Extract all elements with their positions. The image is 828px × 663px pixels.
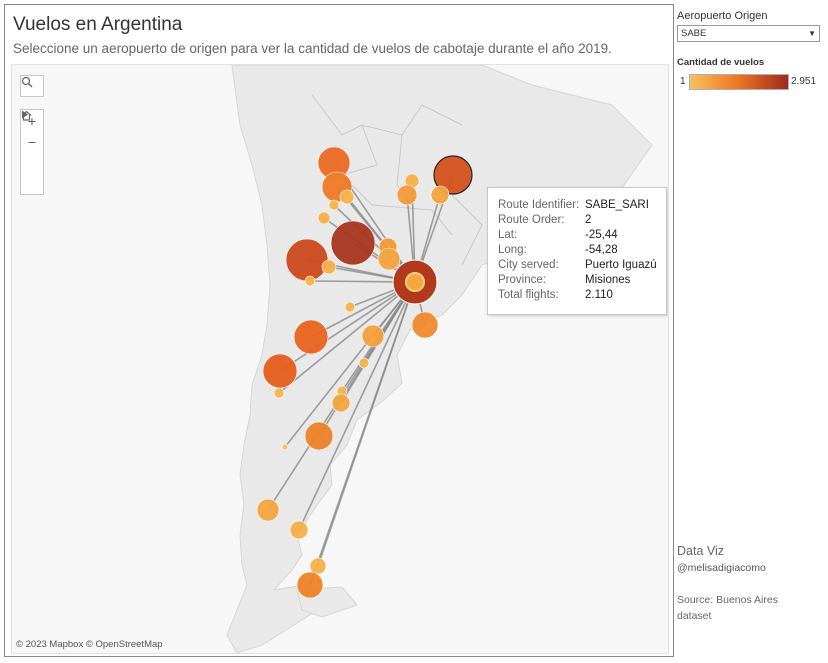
search-icon[interactable] bbox=[20, 75, 44, 97]
airport-marker[interactable] bbox=[296, 571, 324, 599]
tooltip-value: 2 bbox=[585, 214, 592, 226]
airport-marker[interactable] bbox=[330, 220, 376, 266]
tooltip-row: Province: Misiones bbox=[498, 273, 666, 288]
airport-marker[interactable] bbox=[273, 387, 285, 399]
airport-marker[interactable] bbox=[328, 199, 340, 211]
tooltip-row: Total flights: 2.110 bbox=[498, 288, 666, 303]
dashboard: Vuelos en Argentina Seleccione un aeropu… bbox=[4, 4, 674, 657]
airport-marker[interactable] bbox=[377, 247, 401, 271]
airport-marker[interactable] bbox=[411, 311, 439, 339]
tooltip-row: Lat: -25,44 bbox=[498, 228, 666, 243]
route-line bbox=[279, 281, 416, 372]
page-subtitle: Seleccione un aeropuerto de origen para … bbox=[13, 41, 612, 56]
airport-marker[interactable] bbox=[256, 498, 280, 522]
tooltip-value: -54,28 bbox=[585, 244, 618, 256]
origin-airport-select[interactable]: SABE ▼ bbox=[677, 25, 820, 42]
tooltip-key: Province: bbox=[498, 274, 546, 286]
tooltip-row: Route Identifier: SABE_SARI bbox=[498, 198, 666, 213]
tooltip-value: Puerto Iguazú bbox=[585, 259, 657, 271]
airport-marker[interactable] bbox=[433, 155, 473, 195]
map-canvas[interactable] bbox=[12, 65, 669, 654]
tooltip-key: Route Identifier: bbox=[498, 199, 580, 211]
tooltip-key: City served: bbox=[498, 259, 559, 271]
credit-source: Source: Buenos Aires dataset bbox=[677, 594, 778, 622]
play-icon[interactable] bbox=[21, 110, 43, 194]
filter-label: Aeropuerto Origen bbox=[677, 10, 768, 22]
airport-marker[interactable] bbox=[281, 443, 289, 451]
map-nav-controls: + − bbox=[20, 109, 44, 195]
home-icon[interactable] bbox=[21, 110, 43, 173]
airport-marker[interactable] bbox=[430, 185, 450, 205]
tooltip-key: Long: bbox=[498, 244, 527, 256]
tooltip-value: 2.110 bbox=[585, 289, 613, 301]
select-value: SABE bbox=[681, 28, 707, 39]
tooltip-row: Route Order: 2 bbox=[498, 213, 666, 228]
airport-marker[interactable] bbox=[285, 238, 329, 282]
route-tooltip: Route Identifier: SABE_SARI Route Order: 2… bbox=[487, 187, 667, 315]
province-borders bbox=[311, 94, 483, 266]
tooltip-value: -25,44 bbox=[585, 229, 618, 241]
tooltip-key: Route Order: bbox=[498, 214, 565, 226]
tooltip-value: Misiones bbox=[585, 274, 631, 286]
chevron-down-icon[interactable]: ▼ bbox=[808, 29, 816, 38]
airport-marker[interactable] bbox=[344, 301, 356, 313]
airport-marker[interactable] bbox=[293, 319, 329, 355]
map-attribution[interactable]: © 2023 Mapbox © OpenStreetMap bbox=[16, 639, 163, 650]
route-line bbox=[278, 281, 416, 394]
airport-marker[interactable] bbox=[361, 324, 385, 348]
flight-map[interactable]: + − © 2023 Mapbox © OpenStreetMap Route … bbox=[11, 64, 669, 654]
airport-marker[interactable] bbox=[321, 259, 337, 275]
side-panel: Aeropuerto Origen SABE ▼ Cantidad de vue… bbox=[677, 0, 828, 663]
legend-color-scale bbox=[689, 74, 789, 90]
zoom-in-button[interactable]: + bbox=[27, 112, 37, 129]
page-title: Vuelos en Argentina bbox=[13, 14, 183, 35]
airport-marker[interactable] bbox=[358, 357, 370, 369]
tooltip-key: Total flights: bbox=[498, 289, 559, 301]
airport-marker[interactable] bbox=[304, 275, 316, 287]
airport-markers[interactable] bbox=[256, 146, 473, 599]
legend-min: 1 bbox=[680, 76, 686, 87]
airport-marker[interactable] bbox=[289, 520, 309, 540]
route-line bbox=[284, 281, 416, 448]
legend-title: Cantidad de vuelos bbox=[677, 57, 765, 68]
airport-marker[interactable] bbox=[339, 189, 355, 205]
airport-marker[interactable] bbox=[304, 421, 334, 451]
airport-marker[interactable] bbox=[262, 353, 298, 389]
airport-marker[interactable] bbox=[331, 393, 351, 413]
credit-handle: @melisadigiacomo bbox=[677, 562, 766, 574]
tooltip-value: SABE_SARI bbox=[585, 199, 649, 211]
airport-marker[interactable] bbox=[396, 184, 418, 206]
selected-route-marker[interactable] bbox=[405, 272, 425, 292]
airport-marker[interactable] bbox=[309, 557, 327, 575]
route-line bbox=[298, 281, 416, 531]
airport-marker[interactable] bbox=[317, 211, 331, 225]
tooltip-key: Lat: bbox=[498, 229, 518, 241]
tooltip-row: Long: -54,28 bbox=[498, 243, 666, 258]
credit-title: Data Viz bbox=[677, 544, 725, 558]
tooltip-row: City served: Puerto Iguazú bbox=[498, 258, 666, 273]
legend-max: 2.951 bbox=[791, 76, 817, 87]
route-line bbox=[309, 281, 416, 586]
zoom-out-button[interactable]: − bbox=[27, 133, 37, 150]
